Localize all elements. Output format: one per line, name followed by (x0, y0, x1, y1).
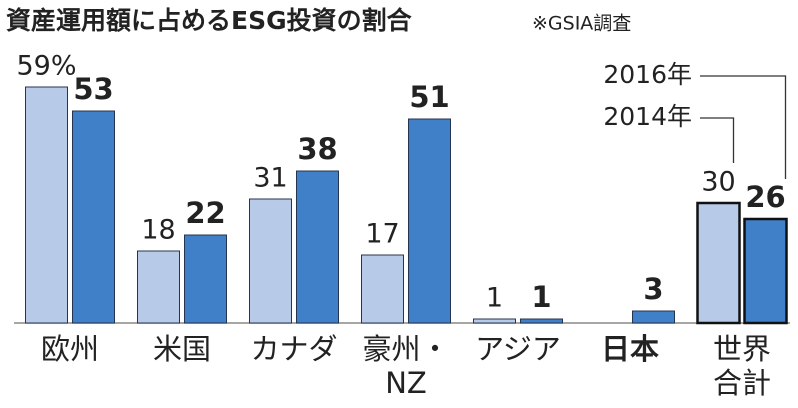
x-tick-label: 米国 (152, 332, 211, 366)
value-label: 26 (745, 180, 785, 214)
value-label: 22 (185, 196, 225, 230)
value-label: 31 (253, 163, 287, 194)
value-label: 59% (16, 51, 76, 82)
x-tick-label: アジア (475, 332, 561, 366)
bar (72, 110, 115, 324)
bar (137, 250, 180, 324)
bar (408, 118, 451, 324)
bar (296, 170, 339, 324)
x-tick-label: 欧州 (40, 332, 99, 366)
value-label: 18 (141, 215, 175, 246)
value-label: 30 (701, 167, 735, 198)
bar (361, 254, 404, 324)
x-tick-label: 世界合計 (712, 332, 771, 400)
chart-subtitle: ※GSIA調査 (532, 13, 631, 35)
value-label: 1 (531, 280, 551, 314)
bar (249, 198, 292, 324)
x-tick-label: カナダ (250, 332, 338, 366)
bar (184, 234, 227, 324)
legend-label: 2016年 (603, 60, 692, 89)
value-label: 1 (486, 283, 503, 314)
x-tick-label: 豪州・NZ (362, 332, 450, 400)
bar (632, 310, 675, 324)
bar (473, 318, 516, 324)
bar (696, 201, 741, 325)
value-label: 53 (73, 72, 113, 106)
chart-title: 資産運用額に占めるESG投資の割合 (6, 6, 413, 35)
value-label: 3 (643, 272, 663, 306)
bar (25, 86, 68, 324)
value-label: 51 (409, 80, 449, 114)
legend-leader (700, 117, 735, 163)
value-label: 38 (297, 132, 337, 166)
bar (520, 318, 563, 324)
value-label: 17 (365, 219, 399, 250)
x-tick-label: 日本 (600, 332, 659, 366)
bar (743, 217, 788, 325)
legend-leader (700, 75, 787, 179)
legend-label: 2014年 (603, 102, 692, 131)
